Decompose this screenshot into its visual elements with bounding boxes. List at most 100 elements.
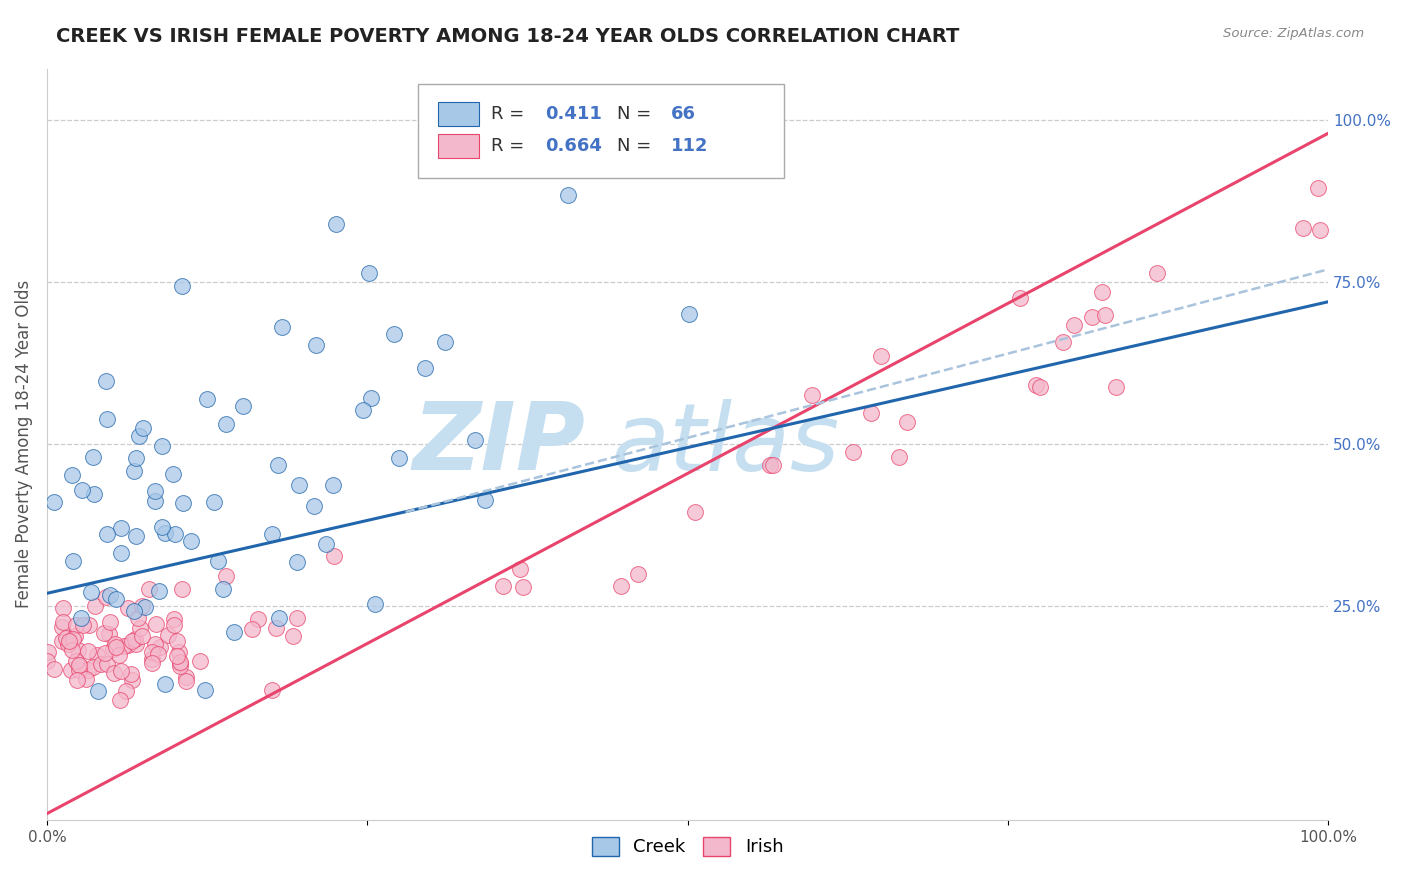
Point — [63, 629, 86, 643]
Point — [153, 677, 176, 691]
Point — [69, 610, 91, 624]
Point — [96, 412, 118, 426]
Point — [382, 327, 405, 342]
Point — [176, 673, 198, 688]
Point — [37, 654, 59, 668]
Point — [94, 646, 117, 660]
Point — [77, 617, 100, 632]
Point — [103, 641, 125, 656]
Point — [352, 403, 374, 417]
Point — [363, 597, 385, 611]
Point — [110, 546, 132, 560]
Point — [146, 647, 169, 661]
Point — [67, 643, 90, 657]
Point — [264, 621, 287, 635]
Point — [96, 591, 118, 605]
Point — [70, 660, 93, 674]
Point — [1052, 334, 1074, 349]
Point — [166, 648, 188, 663]
Legend: Creek, Irish: Creek, Irish — [585, 830, 790, 863]
Point — [509, 562, 531, 576]
FancyBboxPatch shape — [437, 102, 478, 126]
Y-axis label: Female Poverty Among 18-24 Year Olds: Female Poverty Among 18-24 Year Olds — [15, 280, 32, 608]
Point — [270, 320, 292, 334]
Point — [62, 632, 84, 646]
Point — [1081, 310, 1104, 324]
Point — [155, 526, 177, 541]
Point — [315, 537, 337, 551]
Text: N =: N = — [617, 104, 657, 122]
Point — [163, 618, 186, 632]
Point — [60, 468, 83, 483]
Point — [169, 655, 191, 669]
Point — [889, 450, 911, 465]
Point — [125, 637, 148, 651]
Point — [112, 639, 135, 653]
Point — [896, 416, 918, 430]
Point — [56, 637, 79, 651]
Point — [129, 621, 152, 635]
Point — [759, 458, 782, 473]
Point — [96, 526, 118, 541]
Point — [65, 654, 87, 668]
Point — [121, 673, 143, 688]
Point — [117, 601, 139, 615]
Point — [267, 611, 290, 625]
Point — [1146, 266, 1168, 280]
Text: 0.411: 0.411 — [546, 104, 602, 122]
Point — [202, 494, 225, 508]
Point — [170, 582, 193, 596]
Point — [169, 656, 191, 670]
Point — [859, 406, 882, 420]
Point — [44, 662, 66, 676]
Point — [287, 611, 309, 625]
Point — [150, 520, 173, 534]
Point — [143, 494, 166, 508]
Point — [58, 633, 80, 648]
Point — [98, 615, 121, 630]
Point — [260, 526, 283, 541]
Point — [51, 634, 73, 648]
Text: N =: N = — [617, 137, 657, 155]
Point — [42, 494, 65, 508]
Point — [60, 642, 83, 657]
Point — [609, 579, 631, 593]
Point — [1309, 223, 1331, 237]
Point — [108, 648, 131, 662]
Point — [1029, 379, 1052, 393]
Point — [83, 599, 105, 614]
Point — [323, 549, 346, 564]
Point — [141, 652, 163, 666]
Point — [176, 670, 198, 684]
Point — [122, 604, 145, 618]
Point — [131, 599, 153, 613]
Point — [97, 627, 120, 641]
Point — [166, 634, 188, 648]
Point — [357, 266, 380, 280]
Point — [169, 659, 191, 673]
Point — [141, 657, 163, 671]
Point — [98, 588, 121, 602]
Point — [281, 629, 304, 643]
Point — [870, 349, 893, 363]
Point — [267, 458, 290, 472]
Point — [305, 338, 328, 352]
Point — [163, 612, 186, 626]
Point — [322, 477, 344, 491]
Text: 112: 112 — [671, 137, 709, 155]
Point — [145, 617, 167, 632]
Point — [143, 483, 166, 498]
Point — [72, 483, 94, 498]
Point — [125, 529, 148, 543]
Point — [360, 392, 382, 406]
FancyBboxPatch shape — [437, 134, 478, 158]
Text: 66: 66 — [671, 104, 696, 122]
Point — [325, 217, 347, 231]
Point — [82, 450, 104, 465]
Point — [464, 433, 486, 447]
Point — [557, 188, 579, 202]
Point — [388, 450, 411, 465]
Point — [128, 429, 150, 443]
Text: R =: R = — [492, 104, 530, 122]
Point — [163, 526, 186, 541]
